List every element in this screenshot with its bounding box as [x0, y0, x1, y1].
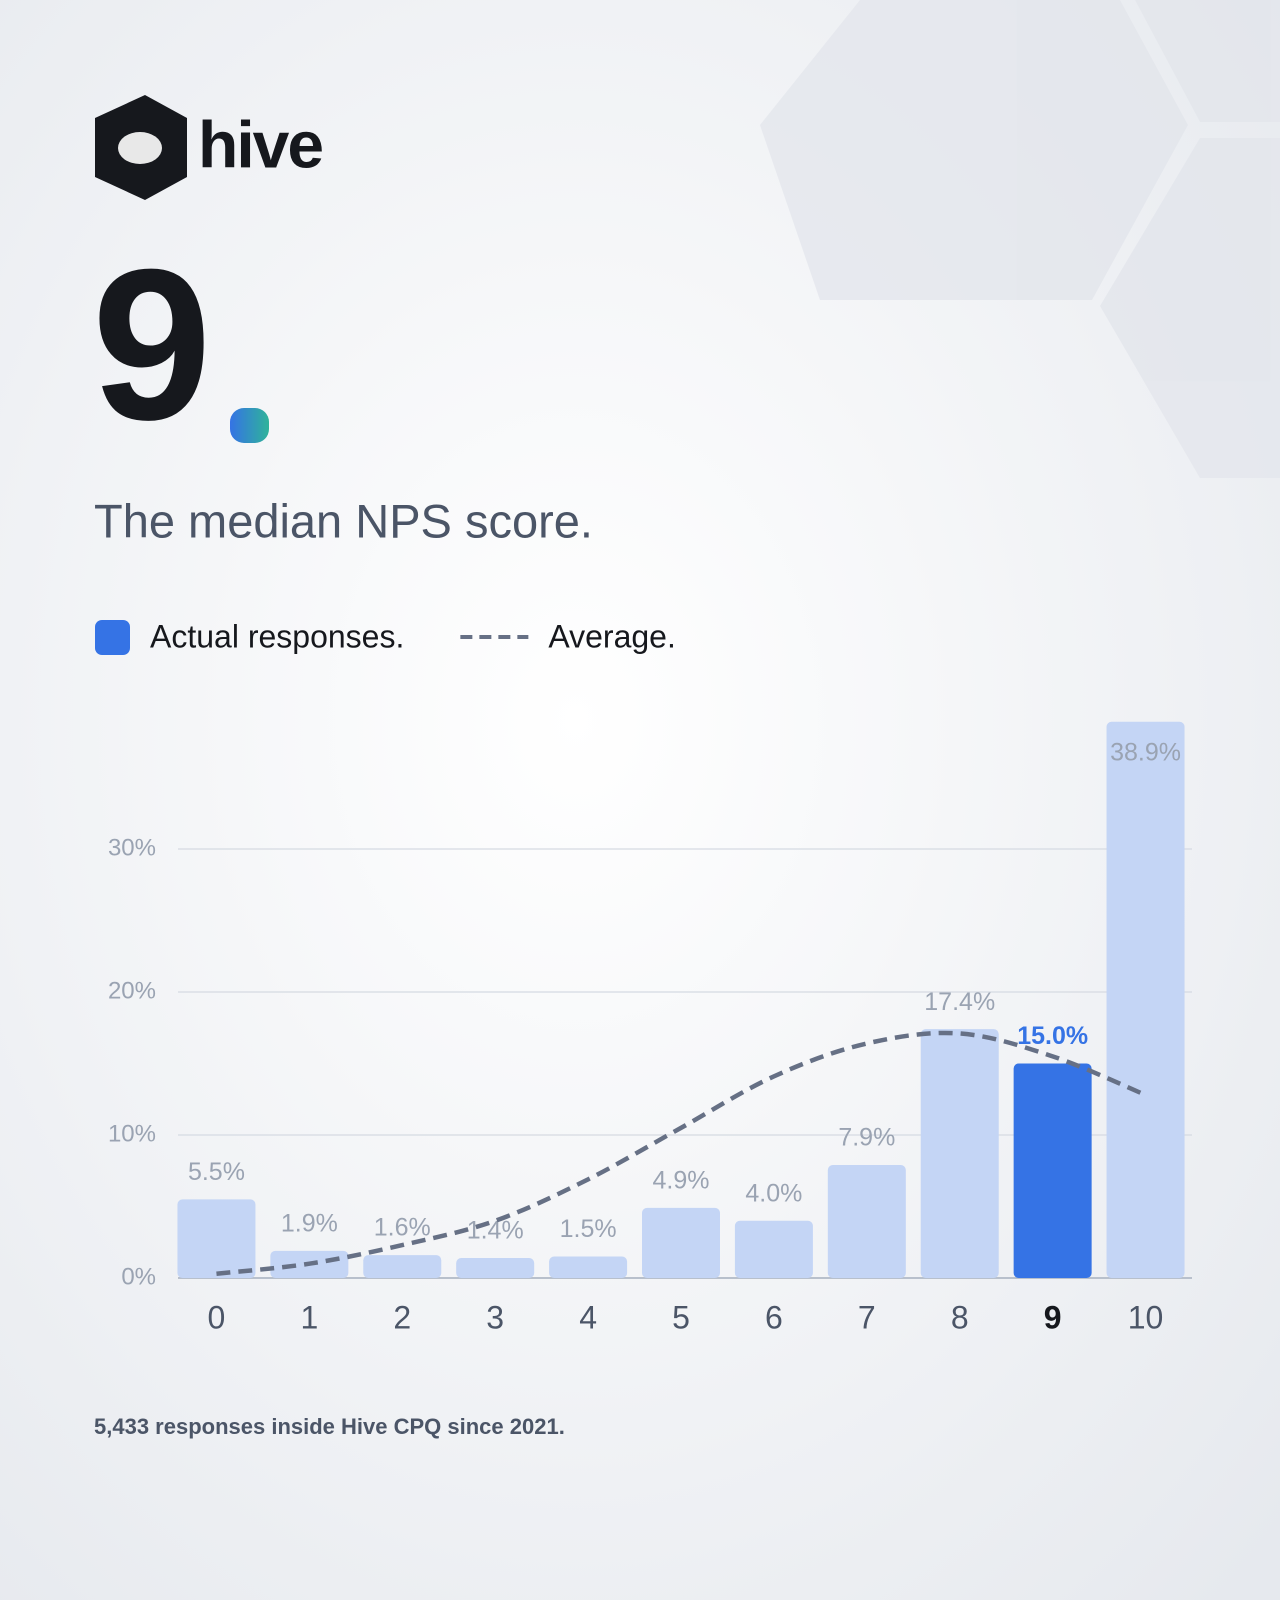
legend-label: Average.	[548, 618, 676, 654]
chart: 0% 10% 20% 30% 5.5% 1.9% 1.6% 1.4% 1.5% 4.9% 4.0% 7…	[108, 721, 1192, 1335]
subtitle: The median NPS score.	[94, 494, 593, 547]
legend-label: Actual responses.	[150, 618, 404, 654]
x-tick-label: 1	[300, 1299, 318, 1335]
bar	[1106, 721, 1185, 1278]
value-label: 1.6%	[374, 1214, 431, 1242]
value-label: 38.9%	[1110, 738, 1181, 766]
average-line	[216, 1030, 1147, 1276]
bar	[363, 1255, 442, 1278]
bar	[549, 1256, 628, 1278]
value-label: 15.0%	[1017, 1022, 1088, 1050]
bar	[642, 1207, 720, 1278]
y-tick-label: 0%	[121, 1263, 156, 1290]
bar	[456, 1257, 535, 1278]
value-label: 4.0%	[745, 1179, 802, 1207]
logo: hive	[95, 95, 324, 200]
value-label: 5.5%	[188, 1158, 245, 1186]
hex-decoration	[760, 0, 1280, 478]
y-tick-label: 30%	[108, 834, 156, 861]
x-tick-label: 5	[672, 1299, 690, 1335]
footnote: 5,433 responses inside Hive CPQ since 20…	[94, 1414, 565, 1439]
y-tick-label: 20%	[108, 977, 156, 1004]
x-tick-label: 8	[951, 1299, 969, 1335]
bar	[920, 1029, 999, 1278]
legend-swatch	[95, 620, 130, 655]
value-label: 1.5%	[560, 1215, 617, 1243]
headline-dot	[230, 408, 269, 443]
value-label: 1.9%	[281, 1209, 338, 1237]
y-tick-label: 10%	[108, 1120, 156, 1147]
headline: 9	[92, 224, 206, 465]
logo-bee	[118, 132, 162, 164]
bar	[734, 1220, 813, 1278]
x-tick-label: 7	[858, 1299, 876, 1335]
value-label: 7.9%	[838, 1124, 895, 1152]
x-tick-label: 2	[393, 1299, 411, 1335]
value-label: 4.9%	[653, 1167, 710, 1195]
value-label: 17.4%	[924, 988, 995, 1016]
x-tick-label: 3	[486, 1299, 504, 1335]
x-tick-label: 0	[208, 1299, 226, 1335]
x-tick-label: 4	[579, 1299, 597, 1335]
brand: hive	[198, 107, 322, 181]
value-label: 1.4%	[467, 1217, 524, 1245]
x-tick-label: 6	[765, 1299, 783, 1335]
bar	[1013, 1063, 1092, 1278]
x-tick-label: 9	[1044, 1299, 1062, 1335]
bar	[827, 1165, 906, 1278]
legend: Actual responses. Average.	[95, 618, 676, 655]
bar	[177, 1199, 256, 1278]
x-tick-label: 10	[1128, 1299, 1164, 1335]
